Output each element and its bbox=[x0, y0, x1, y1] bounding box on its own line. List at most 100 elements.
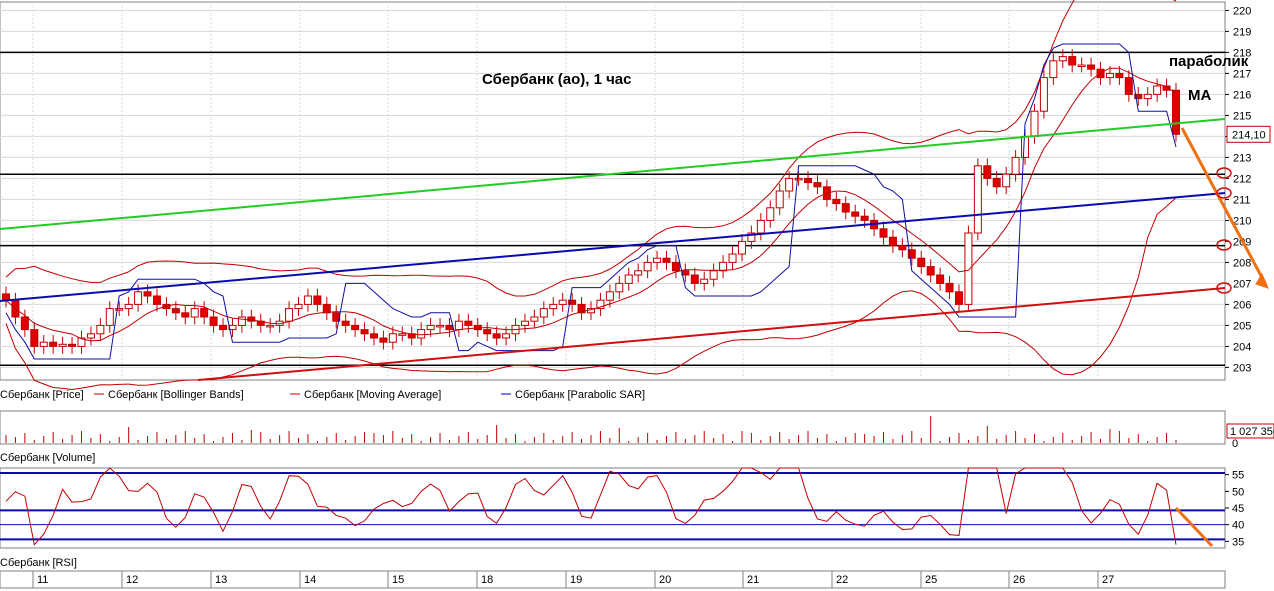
candle-body bbox=[1115, 72, 1124, 79]
price-axis: 2032042052062072082092102112122132142152… bbox=[1225, 5, 1271, 374]
legend-label: Сбербанк [Bollinger Bands] bbox=[108, 389, 244, 401]
target-circle bbox=[1216, 282, 1232, 294]
candle-body bbox=[520, 320, 529, 326]
candle-body bbox=[973, 165, 982, 234]
annotation-ma: МА bbox=[1188, 87, 1211, 104]
x-tick-label: 12 bbox=[126, 574, 138, 586]
candle-body bbox=[313, 295, 322, 305]
candle-body bbox=[549, 303, 558, 310]
candle-body bbox=[936, 274, 945, 284]
trendlines bbox=[0, 118, 1226, 381]
candle-body bbox=[398, 333, 407, 336]
candle-body bbox=[209, 316, 218, 326]
legend-label: Сбербанк [Moving Average] bbox=[304, 389, 441, 401]
candle-body bbox=[1172, 89, 1180, 135]
candle-body bbox=[445, 324, 454, 331]
candle-body bbox=[228, 324, 237, 331]
annotation-parabolik: параболик bbox=[1169, 53, 1249, 70]
candle-body bbox=[596, 299, 605, 310]
candle-body bbox=[115, 308, 124, 311]
x-tick-label: 11 bbox=[37, 574, 48, 586]
candle-body bbox=[247, 316, 256, 322]
candle-body bbox=[219, 324, 228, 331]
candle-body bbox=[888, 236, 897, 247]
y-tick-label: 206 bbox=[1233, 299, 1251, 311]
candle-body bbox=[322, 303, 331, 314]
x-tick-label: 22 bbox=[836, 574, 848, 586]
arrow-head bbox=[1255, 272, 1269, 289]
rsi-tick-label: 45 bbox=[1232, 503, 1244, 515]
candle-body bbox=[1068, 56, 1077, 66]
candle-body bbox=[388, 333, 397, 343]
y-tick-label: 218 bbox=[1233, 47, 1251, 59]
candle-body bbox=[907, 249, 916, 259]
candle-body bbox=[502, 333, 511, 339]
rsi-tick-label: 55 bbox=[1232, 470, 1244, 482]
time-axis bbox=[0, 570, 1226, 589]
candle-body bbox=[643, 261, 652, 272]
x-tick-label: 15 bbox=[392, 574, 404, 586]
candle-body bbox=[1105, 72, 1114, 79]
candle-body bbox=[530, 316, 539, 322]
volume-panel bbox=[0, 410, 1226, 445]
x-tick-label: 21 bbox=[747, 574, 759, 586]
candle-body bbox=[841, 203, 850, 213]
legend-label: Сбербанк [Parabolic SAR] bbox=[515, 389, 645, 401]
trendline-green bbox=[0, 118, 1226, 230]
candle-body bbox=[1058, 56, 1067, 62]
candle-body bbox=[1021, 135, 1030, 158]
candle-body bbox=[171, 308, 180, 314]
last-price-label: 214,10 bbox=[1232, 129, 1266, 141]
rsi-legend-label: Сбербанк [RSI] bbox=[0, 557, 77, 569]
candle-body bbox=[58, 343, 67, 347]
rsi-tick-label: 40 bbox=[1232, 520, 1244, 532]
candle-body bbox=[181, 312, 190, 318]
rsi-line bbox=[5, 467, 1177, 546]
moving-average-line bbox=[5, 67, 1177, 342]
x-tick-label: 14 bbox=[304, 574, 316, 586]
candle-body bbox=[237, 316, 246, 326]
y-tick-label: 217 bbox=[1233, 68, 1251, 80]
candle-body bbox=[1002, 173, 1011, 188]
candle-body bbox=[266, 324, 275, 328]
x-tick-label: 20 bbox=[659, 574, 671, 586]
candle-body bbox=[898, 245, 907, 251]
candle-body bbox=[879, 228, 888, 238]
y-tick-label: 211 bbox=[1233, 194, 1251, 206]
candle-body bbox=[464, 320, 473, 326]
candle-body bbox=[1039, 77, 1048, 112]
candle-body bbox=[1011, 156, 1020, 175]
candle-body bbox=[200, 308, 209, 318]
candle-body bbox=[615, 282, 624, 293]
annotations: параболик МА bbox=[1169, 53, 1269, 294]
candle-body bbox=[20, 316, 29, 331]
candle-body bbox=[426, 324, 435, 331]
candle-body bbox=[1030, 110, 1039, 137]
candle-body bbox=[558, 299, 567, 305]
candle-body bbox=[190, 308, 199, 318]
x-tick-label: 27 bbox=[1102, 574, 1114, 586]
price-panel bbox=[0, 1, 1226, 381]
candle-body bbox=[1153, 85, 1162, 95]
rsi-tick-label: 35 bbox=[1232, 536, 1244, 548]
candle-body bbox=[1124, 77, 1133, 95]
candle-body bbox=[756, 219, 765, 234]
candle-body bbox=[303, 295, 312, 305]
candle-body bbox=[454, 320, 463, 331]
rsi-panel bbox=[0, 467, 1226, 549]
candle-body bbox=[86, 333, 95, 339]
candle-body bbox=[662, 257, 671, 263]
y-tick-label: 210 bbox=[1233, 215, 1251, 227]
target-circle bbox=[1216, 239, 1232, 251]
candle-body bbox=[945, 282, 954, 293]
legend-label: Сбербанк [Price] bbox=[0, 389, 84, 401]
candle-body bbox=[964, 232, 973, 305]
candle-body bbox=[737, 240, 746, 255]
y-tick-label: 203 bbox=[1233, 362, 1251, 374]
x-tick-label: 25 bbox=[925, 574, 937, 586]
volume-zero-label: 0 bbox=[1232, 438, 1238, 450]
candle-body bbox=[671, 261, 680, 272]
x-tick-label: 18 bbox=[481, 574, 493, 586]
y-tick-label: 212 bbox=[1233, 173, 1251, 185]
volume-last-box bbox=[1226, 423, 1274, 439]
